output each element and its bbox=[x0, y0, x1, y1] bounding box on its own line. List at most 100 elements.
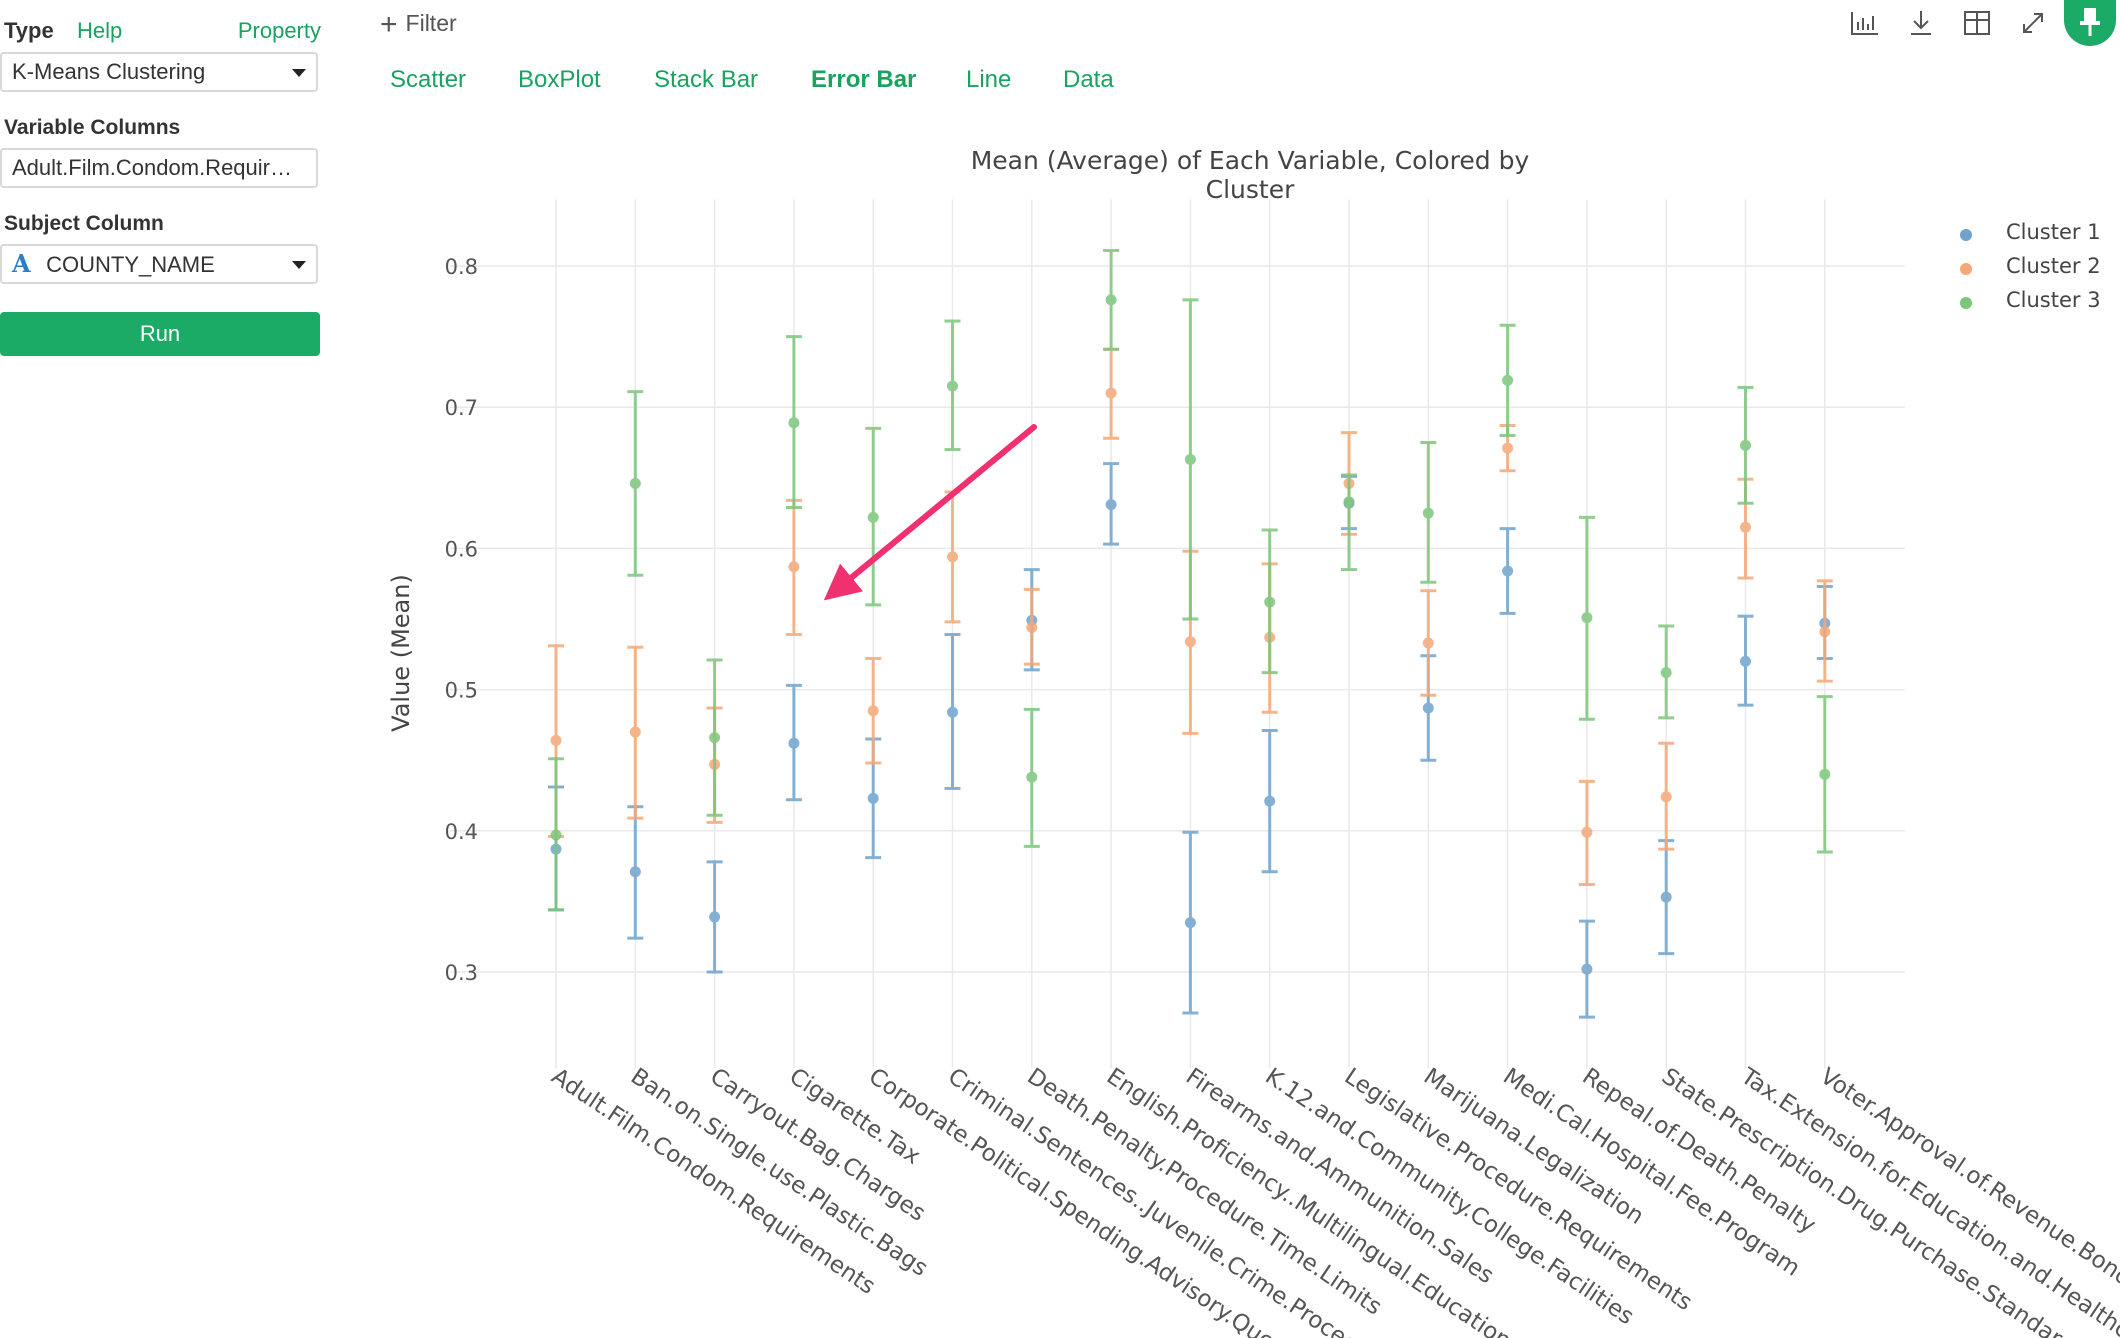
y-tick-label: 0.6 bbox=[445, 537, 478, 561]
text-type-icon: A bbox=[12, 249, 31, 278]
mean-point[interactable] bbox=[1740, 521, 1751, 533]
property-link[interactable]: Property bbox=[237, 18, 321, 43]
subject-column-select[interactable]: A COUNTY_NAME bbox=[0, 244, 318, 284]
mean-point[interactable] bbox=[1264, 596, 1276, 608]
mean-point[interactable] bbox=[709, 732, 721, 744]
mean-point[interactable] bbox=[1581, 963, 1593, 975]
download-icon[interactable] bbox=[1904, 6, 1938, 40]
variable-columns-field[interactable]: Adult.Film.Condom.Requir… bbox=[0, 148, 318, 188]
mean-point[interactable] bbox=[1184, 453, 1196, 465]
y-tick-label: 0.5 bbox=[445, 679, 478, 703]
subject-column-value: COUNTY_NAME bbox=[46, 252, 215, 277]
mean-point[interactable] bbox=[1819, 768, 1831, 780]
mean-point[interactable] bbox=[550, 829, 562, 841]
y-tick-labels: 0.3 0.4 0.5 0.6 0.7 0.8 bbox=[445, 255, 478, 985]
mean-point[interactable] bbox=[1422, 507, 1434, 519]
type-select[interactable]: K-Means Clustering bbox=[0, 52, 318, 92]
legend-label: Cluster 2 bbox=[2006, 254, 2101, 278]
pin-icon bbox=[2080, 8, 2100, 36]
tab-error-bar[interactable]: Error Bar bbox=[811, 66, 917, 93]
mean-point[interactable] bbox=[1660, 891, 1672, 903]
legend-item-cluster-3[interactable]: Cluster 3 bbox=[1960, 288, 2120, 322]
y-tick-label: 0.3 bbox=[445, 961, 478, 985]
filter-label: Filter bbox=[405, 10, 457, 36]
legend-item-cluster-2[interactable]: Cluster 2 bbox=[1960, 254, 2120, 288]
legend-dot bbox=[1960, 263, 1972, 275]
filter-button[interactable]: + Filter bbox=[380, 8, 457, 42]
mean-point[interactable] bbox=[867, 792, 879, 804]
legend: Cluster 1 Cluster 2 Cluster 3 bbox=[1960, 220, 2120, 322]
help-link[interactable]: Help bbox=[77, 18, 123, 43]
type-select-value: K-Means Clustering bbox=[12, 59, 206, 84]
mean-point[interactable] bbox=[1422, 637, 1434, 649]
mean-point[interactable] bbox=[1581, 612, 1593, 624]
legend-item-cluster-1[interactable]: Cluster 1 bbox=[1960, 220, 2120, 254]
mean-point[interactable] bbox=[1343, 496, 1355, 508]
mean-point[interactable] bbox=[1502, 374, 1514, 386]
mean-point[interactable] bbox=[947, 706, 958, 718]
mean-point[interactable] bbox=[788, 561, 800, 573]
legend-label: Cluster 1 bbox=[2006, 220, 2101, 244]
chevron-down-icon bbox=[292, 69, 306, 77]
y-tick-label: 0.4 bbox=[445, 820, 478, 844]
grid-icon[interactable] bbox=[1960, 6, 1994, 40]
x-tick-labels: Adult.Film.Condom.RequirementsBan.on.Sin… bbox=[547, 1063, 2120, 1338]
mean-point[interactable] bbox=[1184, 917, 1196, 929]
bar-chart-icon[interactable] bbox=[1848, 6, 1882, 40]
mean-point[interactable] bbox=[1740, 439, 1751, 451]
run-button[interactable]: Run bbox=[0, 312, 320, 356]
y-tick-label: 0.8 bbox=[445, 255, 478, 279]
mean-point[interactable] bbox=[788, 737, 800, 749]
expand-icon[interactable] bbox=[2016, 6, 2050, 40]
mean-point[interactable] bbox=[1105, 499, 1117, 511]
mean-point[interactable] bbox=[1660, 791, 1672, 803]
mean-point[interactable] bbox=[788, 417, 800, 429]
y-tick-label: 0.7 bbox=[445, 396, 478, 420]
grid-layer bbox=[450, 199, 1905, 1069]
annotation-arrow bbox=[823, 424, 1037, 601]
property-panel: Type Help Property K-Means Clustering Va… bbox=[0, 0, 325, 1338]
legend-label: Cluster 3 bbox=[2006, 288, 2101, 312]
mean-point[interactable] bbox=[1026, 621, 1038, 633]
mean-point[interactable] bbox=[1105, 387, 1117, 399]
panel-header: Type Help Property bbox=[4, 18, 321, 48]
mean-point[interactable] bbox=[867, 511, 879, 523]
chevron-down-icon bbox=[292, 261, 306, 269]
mean-point[interactable] bbox=[1105, 294, 1117, 306]
mean-point[interactable] bbox=[1264, 795, 1276, 807]
tab-boxplot[interactable]: BoxPlot bbox=[518, 66, 601, 93]
mean-point[interactable] bbox=[1660, 667, 1672, 679]
variable-columns-label: Variable Columns bbox=[4, 116, 181, 139]
mean-point[interactable] bbox=[1422, 702, 1434, 714]
mean-point[interactable] bbox=[1581, 826, 1593, 838]
tab-line[interactable]: Line bbox=[966, 66, 1012, 93]
series-layer bbox=[548, 248, 1833, 1019]
mean-point[interactable] bbox=[1184, 636, 1196, 648]
chart-title: Mean (Average) of Each Variable, Colored… bbox=[970, 146, 1530, 204]
mean-point[interactable] bbox=[550, 734, 562, 746]
mean-point[interactable] bbox=[629, 866, 641, 878]
mean-point[interactable] bbox=[947, 551, 958, 563]
legend-dot bbox=[1960, 297, 1972, 309]
mean-point[interactable] bbox=[629, 477, 641, 489]
mean-point[interactable] bbox=[1026, 771, 1038, 783]
mean-point[interactable] bbox=[1502, 565, 1514, 577]
mean-point[interactable] bbox=[1502, 442, 1514, 454]
subject-column-label: Subject Column bbox=[4, 212, 164, 235]
mean-point[interactable] bbox=[947, 380, 958, 392]
series-3 bbox=[548, 248, 1833, 912]
y-axis-label: Value (Mean) bbox=[387, 574, 415, 732]
mean-point[interactable] bbox=[629, 726, 641, 738]
tab-data[interactable]: Data bbox=[1063, 66, 1114, 93]
mean-point[interactable] bbox=[709, 911, 721, 923]
plus-icon: + bbox=[380, 8, 398, 41]
mean-point[interactable] bbox=[1819, 626, 1831, 638]
mean-point[interactable] bbox=[867, 705, 879, 717]
tab-scatter[interactable]: Scatter bbox=[390, 66, 467, 93]
tab-stack-bar[interactable]: Stack Bar bbox=[654, 66, 759, 93]
type-label: Type bbox=[4, 18, 54, 43]
mean-point[interactable] bbox=[1740, 655, 1751, 667]
legend-dot bbox=[1960, 229, 1972, 241]
pin-button[interactable] bbox=[2064, 0, 2116, 46]
